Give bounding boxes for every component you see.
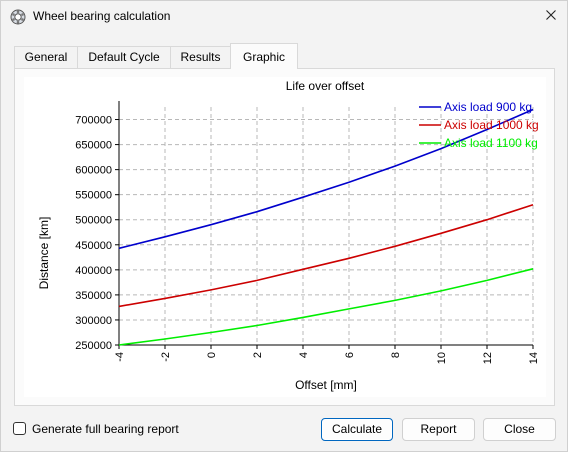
x-tick-label: 10: [436, 352, 448, 364]
title-bar[interactable]: Wheel bearing calculation: [1, 1, 567, 32]
series-line-3: [118, 268, 534, 346]
series-line-1: [118, 108, 534, 250]
y-tick-label: 300000: [75, 315, 112, 327]
y-tick-label: 250000: [75, 340, 112, 352]
y-tick-label: 350000: [75, 290, 112, 302]
report-button[interactable]: Report: [402, 418, 475, 441]
x-tick-label: 6: [344, 352, 356, 358]
x-tick-label: -4: [114, 352, 126, 362]
x-tick-label: 14: [528, 352, 540, 364]
x-tick-label: 2: [252, 352, 264, 358]
full-report-checkbox[interactable]: [13, 422, 26, 435]
y-tick-label: 550000: [75, 190, 112, 202]
life-over-offset-chart: -4 -2 0 2 4 6 8 10 12 14 250000 300000 350000 400000 4…: [37, 79, 540, 392]
chart-title: Life over offset: [286, 79, 365, 93]
full-report-label: Generate full bearing report: [32, 422, 179, 436]
legend-label: Axis load 1100 kg: [444, 136, 538, 150]
x-tick-label: 4: [298, 352, 310, 358]
chart-area: -4 -2 0 2 4 6 8 10 12 14 250000 300000 350000 400000 4…: [24, 77, 546, 397]
x-tick-label: 0: [206, 352, 218, 358]
tab-default-cycle[interactable]: Default Cycle: [77, 46, 171, 68]
y-tick-label: 400000: [75, 265, 112, 277]
legend-label: Axis load 900 kg: [444, 100, 532, 114]
calculate-button[interactable]: Calculate: [321, 418, 393, 441]
y-tick-label: 700000: [75, 115, 112, 127]
y-tick-label: 450000: [75, 240, 112, 252]
x-axis-label: Offset [mm]: [295, 378, 357, 392]
x-tick-label: 8: [390, 352, 402, 358]
y-axis-label: Distance [km]: [37, 217, 51, 290]
y-tick-label: 600000: [75, 165, 112, 177]
tab-graphic[interactable]: Graphic: [230, 43, 298, 69]
x-tick-label: 12: [482, 352, 494, 364]
series-line-2: [118, 203, 534, 308]
close-window-button[interactable]: [535, 1, 567, 31]
tab-results[interactable]: Results: [170, 46, 231, 68]
y-tick-label: 500000: [75, 215, 112, 227]
close-button[interactable]: Close: [483, 418, 556, 441]
bearing-icon: [10, 9, 26, 25]
close-icon: [546, 9, 556, 23]
window-title: Wheel bearing calculation: [33, 9, 171, 23]
x-tick-label: -2: [160, 352, 172, 362]
dialog-footer: Generate full bearing report Calculate R…: [1, 411, 567, 451]
y-tick-label: 650000: [75, 140, 112, 152]
legend-label: Axis load 1000 kg: [444, 118, 539, 132]
graphic-panel: -4 -2 0 2 4 6 8 10 12 14 250000 300000 350000 400000 4…: [14, 68, 555, 406]
tab-general[interactable]: General: [14, 46, 78, 68]
